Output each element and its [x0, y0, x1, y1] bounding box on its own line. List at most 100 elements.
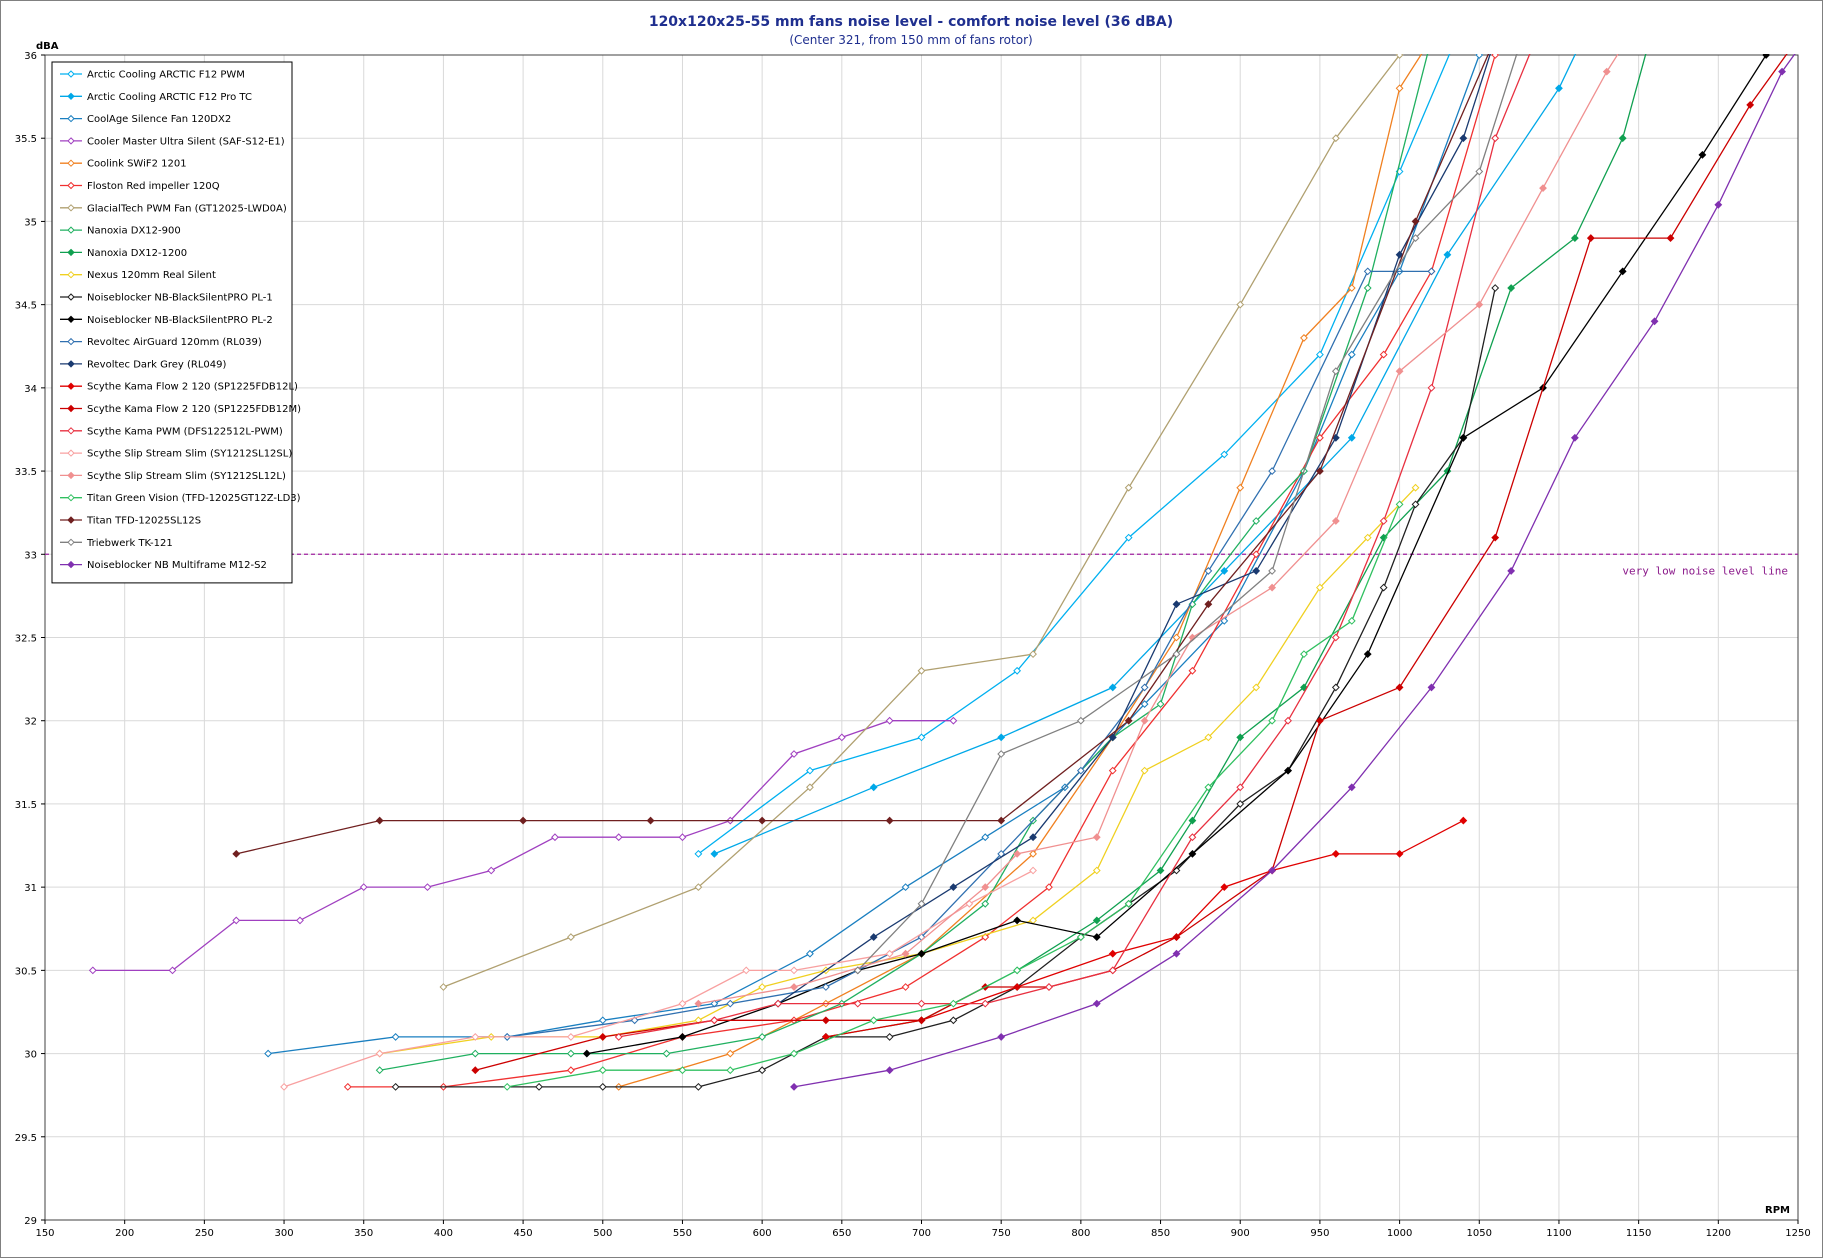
data-point — [1491, 284, 1500, 292]
data-point — [1268, 567, 1277, 575]
data-point — [296, 916, 304, 925]
data-point — [1316, 467, 1324, 475]
legend-label: Scythe Slip Stream Slim (SY1212SL12L) — [87, 471, 286, 482]
data-point — [1045, 983, 1053, 991]
data-point — [981, 899, 990, 908]
y-tick-label: 31.5 — [15, 800, 37, 811]
legend-item: Cooler Master Ultra Silent (SAF-S12-E1) — [60, 136, 285, 147]
reference-line-label: very low noise level line — [1622, 564, 1788, 577]
data-point — [1172, 600, 1181, 609]
data-point — [1507, 567, 1516, 575]
series-17 — [614, 54, 1531, 1041]
x-tick-label: 300 — [274, 1228, 293, 1239]
y-tick-label: 32 — [24, 717, 37, 728]
series-line — [236, 54, 1490, 855]
data-point — [232, 849, 241, 858]
legend-item: Scythe Kama PWM (DFS122512L-PWM) — [60, 426, 283, 437]
legend-swatch-marker — [67, 516, 75, 524]
data-point — [598, 1066, 607, 1075]
data-point — [1252, 550, 1261, 559]
x-tick-label: 1200 — [1706, 1228, 1731, 1239]
data-point — [1045, 883, 1053, 892]
legend-swatch-marker — [67, 471, 75, 480]
legend-item: Revoltec AirGuard 120mm (RL039) — [60, 337, 262, 348]
data-point — [869, 933, 878, 941]
y-tick-label: 33.5 — [15, 467, 37, 478]
data-point — [1347, 284, 1356, 292]
data-point — [598, 1016, 607, 1025]
data-point — [88, 966, 97, 975]
data-point — [1427, 383, 1436, 392]
data-point — [694, 1082, 703, 1091]
data-point — [566, 1049, 575, 1058]
data-point — [1586, 234, 1595, 242]
y-tick-label: 30.5 — [15, 966, 37, 977]
x-tick-label: 400 — [434, 1228, 453, 1239]
data-point — [694, 999, 703, 1008]
data-point — [662, 1049, 671, 1058]
data-point — [758, 983, 767, 991]
data-point — [1236, 800, 1245, 808]
legend-label: GlacialTech PWM Fan (GT12025-LWD0A) — [87, 203, 287, 214]
series-line — [507, 270, 1432, 1038]
reference-line-group: very low noise level line — [45, 553, 1798, 577]
legend-swatch-marker — [67, 92, 75, 101]
data-point — [1076, 766, 1085, 775]
data-point — [758, 816, 767, 825]
data-point — [1029, 849, 1037, 858]
data-point — [630, 1016, 639, 1025]
data-point — [1331, 517, 1340, 525]
x-tick-label: 600 — [753, 1228, 772, 1239]
legend-label: Arctic Cooling ARCTIC F12 PWM — [87, 70, 245, 81]
data-point — [1363, 284, 1372, 292]
y-tick-label: 36 — [24, 51, 37, 62]
data-point — [1220, 450, 1229, 459]
data-point — [232, 916, 241, 925]
series-23 — [790, 54, 1796, 1091]
data-point — [439, 983, 448, 991]
legend-swatch-marker — [67, 248, 75, 257]
data-point — [1092, 933, 1101, 941]
data-point — [790, 966, 798, 975]
data-point — [790, 1082, 798, 1091]
series-18 — [280, 866, 1037, 1091]
data-point — [1108, 949, 1117, 958]
data-point — [535, 1082, 543, 1091]
x-tick-label: 250 — [195, 1228, 214, 1239]
data-point — [917, 949, 926, 958]
legend-swatch-marker — [67, 293, 75, 301]
y-tick-label: 32.5 — [15, 634, 37, 645]
data-point — [551, 833, 559, 842]
x-tick-label: 850 — [1151, 1228, 1170, 1239]
data-point — [997, 816, 1006, 825]
data-point — [264, 1049, 273, 1058]
data-point — [1140, 683, 1149, 692]
y-tick-label: 35.5 — [15, 134, 37, 145]
data-point — [375, 1049, 384, 1058]
data-point — [566, 933, 575, 941]
data-point — [806, 949, 814, 958]
data-point — [790, 983, 798, 991]
legend-label: Scythe Kama Flow 2 120 (SP1225FDB12L) — [87, 382, 298, 393]
data-point — [758, 1033, 767, 1041]
data-point — [471, 1066, 480, 1075]
data-point — [1204, 733, 1213, 742]
data-point — [1252, 517, 1261, 525]
data-point — [1076, 933, 1085, 941]
data-point — [1156, 866, 1165, 875]
x-tick-label: 1150 — [1626, 1228, 1651, 1239]
series-group — [88, 54, 1796, 1091]
data-point — [1140, 700, 1149, 708]
data-point — [853, 966, 862, 975]
data-point — [1379, 350, 1388, 359]
data-point — [806, 766, 814, 775]
y-tick-label: 35 — [24, 217, 37, 228]
series-20 — [503, 500, 1404, 1091]
data-point — [1347, 783, 1356, 792]
data-point — [1379, 517, 1388, 525]
data-point — [1427, 683, 1436, 692]
data-point — [1252, 567, 1261, 575]
series-1 — [694, 54, 1451, 858]
data-point — [790, 1049, 798, 1058]
data-point — [885, 1033, 894, 1041]
